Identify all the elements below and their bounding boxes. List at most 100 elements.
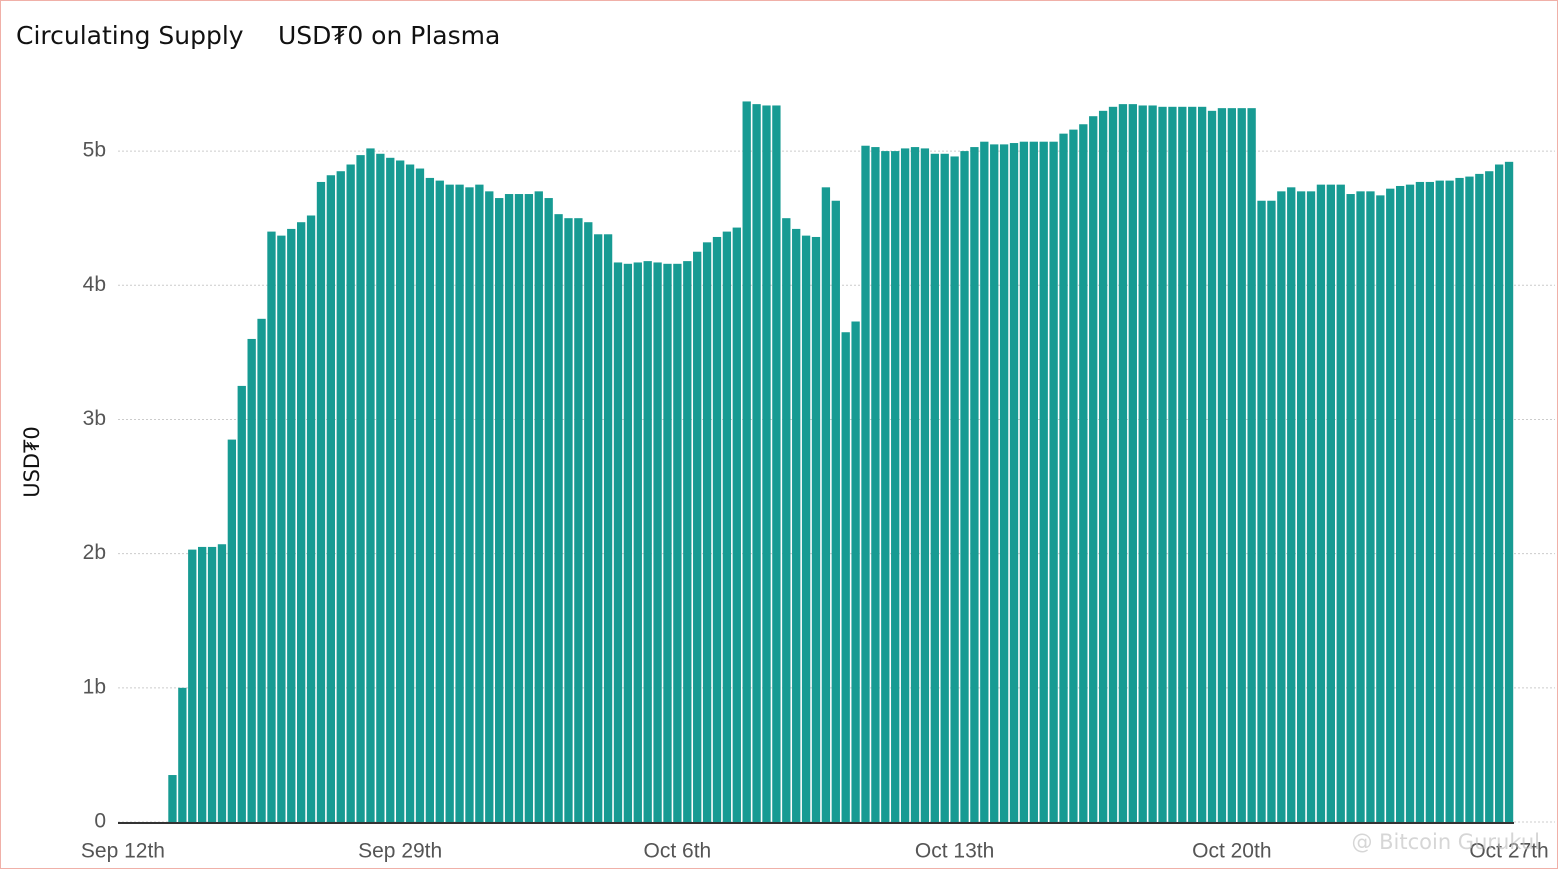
y-tick-label: 3b (83, 407, 106, 430)
bar (574, 218, 583, 822)
bar (435, 180, 444, 823)
bar (544, 198, 553, 822)
bar (920, 148, 930, 822)
bar (643, 261, 652, 822)
bar (1197, 106, 1207, 822)
bar (1108, 106, 1118, 822)
bar (425, 177, 435, 823)
bar (1217, 108, 1227, 823)
bar (356, 155, 365, 823)
bar (821, 187, 831, 822)
bar (445, 184, 454, 823)
bar (1009, 143, 1019, 823)
bar (207, 546, 217, 822)
chart-subtitle: USD₮0 on Plasma (278, 21, 500, 50)
bar (1039, 141, 1048, 822)
bar (811, 236, 821, 822)
bar (485, 191, 494, 822)
bar (693, 251, 702, 822)
bar (217, 544, 227, 822)
bar (633, 262, 642, 823)
bar (584, 222, 593, 822)
bar (346, 164, 355, 822)
bar (475, 184, 484, 823)
bar (851, 321, 860, 822)
bar (316, 181, 326, 822)
bar (297, 222, 306, 822)
x-tick-label: Sep 12th (81, 840, 165, 863)
bar (683, 261, 692, 822)
bar (1277, 191, 1286, 822)
bar (1158, 106, 1167, 822)
bar (613, 262, 623, 823)
bar (861, 145, 870, 822)
x-tick-label: Oct 13th (915, 840, 994, 863)
bar (742, 101, 751, 823)
bar (841, 332, 850, 822)
bar (1178, 106, 1187, 822)
y-tick-label: 5b (83, 139, 106, 162)
bar (1296, 191, 1306, 822)
bar (277, 235, 286, 822)
plot-area: 0 1b 2b 3b 4b 5b Sep 12th Sep 29th Oct 6th Oct 13… (81, 101, 1555, 863)
x-tick-label: Oct 6th (644, 840, 712, 863)
bar (772, 105, 781, 822)
bar (1336, 184, 1345, 823)
bar (1485, 171, 1494, 822)
bar (623, 263, 633, 822)
bar (168, 775, 177, 822)
bar (1346, 194, 1355, 822)
bar (891, 151, 900, 822)
bar (603, 234, 613, 822)
bar (257, 318, 266, 822)
bar (564, 218, 573, 822)
bar (1227, 108, 1236, 823)
bar (504, 194, 514, 822)
bar (1098, 110, 1108, 822)
bar (1475, 173, 1484, 822)
bar (1148, 105, 1157, 822)
bar (792, 228, 801, 822)
bar (1415, 181, 1425, 822)
bar (237, 385, 246, 822)
bar (1257, 200, 1266, 823)
bar (712, 236, 722, 822)
bar (1168, 106, 1177, 822)
x-tick-label: Oct 27th (1469, 840, 1548, 863)
bar (514, 194, 524, 822)
bar (554, 214, 563, 822)
bar (801, 235, 811, 822)
bar (1455, 177, 1464, 823)
bar (1138, 105, 1147, 822)
bar (1128, 104, 1137, 823)
bar (1247, 108, 1256, 823)
bar (1326, 184, 1335, 823)
x-tick-label: Oct 20th (1192, 840, 1271, 863)
bar (405, 164, 415, 822)
bar (1188, 106, 1197, 822)
bar (831, 200, 840, 823)
bar (336, 171, 345, 822)
bar (1306, 191, 1316, 822)
y-tick-label: 2b (83, 541, 106, 564)
bar (247, 338, 256, 822)
bar (930, 153, 939, 823)
bar (653, 262, 662, 823)
bar (762, 105, 771, 822)
bar (1019, 141, 1029, 822)
bar (534, 191, 543, 822)
bar (287, 228, 296, 822)
bar (1435, 180, 1444, 823)
bar (732, 227, 741, 823)
bar (980, 141, 989, 822)
bar (1059, 133, 1068, 822)
bar (999, 144, 1009, 822)
x-tick-label: Sep 29th (358, 840, 442, 863)
bar (1316, 184, 1326, 823)
bar (702, 242, 712, 823)
bar (1376, 195, 1385, 822)
bar (910, 147, 920, 823)
bar (881, 151, 890, 822)
bar (1237, 108, 1246, 823)
